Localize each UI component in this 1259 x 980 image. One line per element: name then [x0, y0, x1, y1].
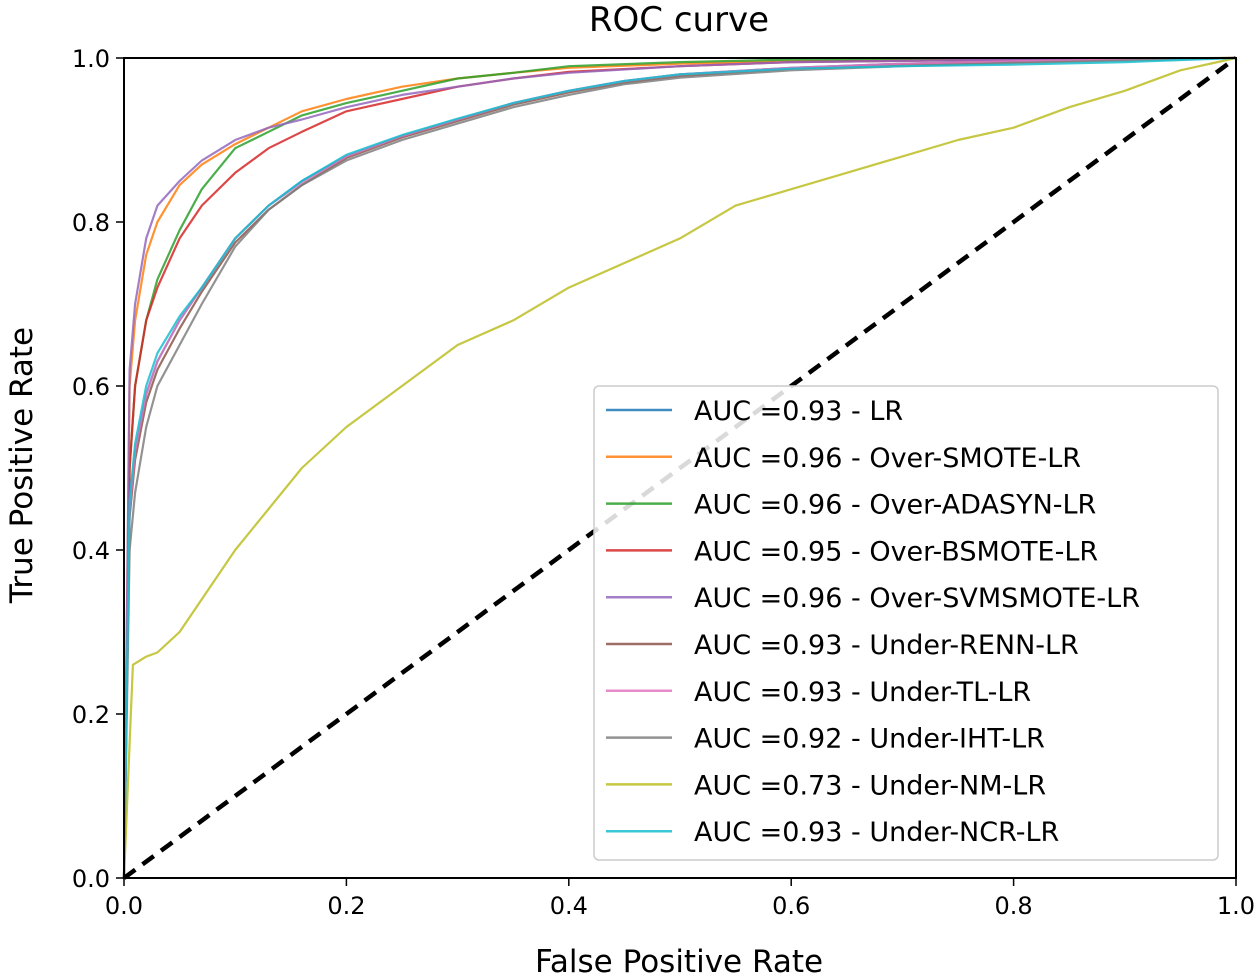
y-axis-label: True Positive Rate	[4, 327, 40, 604]
legend-label-2: AUC =0.96 - Over-ADASYN-LR	[694, 490, 1096, 521]
y-tick-label: 0.2	[72, 701, 110, 729]
x-tick-label: 0.0	[105, 892, 143, 920]
legend-label-4: AUC =0.96 - Over-SVMSMOTE-LR	[694, 583, 1140, 614]
x-axis-ticks: 0.0 0.2 0.4 0.6 0.8 1.0	[105, 878, 1255, 920]
legend-label-8: AUC =0.73 - Under-NM-LR	[694, 770, 1046, 801]
x-tick-label: 0.2	[327, 892, 365, 920]
roc-curve-4	[122, 56, 1237, 879]
x-axis-label: False Positive Rate	[535, 944, 823, 980]
x-tick-label: 0.4	[550, 892, 588, 920]
roc-curve-9	[122, 56, 1237, 879]
legend: AUC =0.93 - LR AUC =0.96 - Over-SMOTE-LR A…	[593, 385, 1219, 861]
legend-label-1: AUC =0.96 - Over-SMOTE-LR	[694, 443, 1081, 474]
chart-title: ROC curve	[589, 0, 769, 40]
legend-label-0: AUC =0.93 - LR	[694, 396, 903, 427]
x-tick-label: 1.0	[1217, 892, 1255, 920]
legend-label-6: AUC =0.93 - Under-TL-LR	[694, 677, 1031, 708]
legend-label-7: AUC =0.92 - Under-IHT-LR	[694, 724, 1045, 755]
roc-curve-1	[122, 56, 1237, 879]
roc-curve-6	[122, 56, 1237, 879]
y-tick-label: 0.6	[72, 373, 110, 401]
legend-label-3: AUC =0.95 - Over-BSMOTE-LR	[694, 536, 1098, 567]
legend-box	[593, 385, 1219, 861]
y-tick-label: 1.0	[72, 45, 110, 73]
roc-curve-8	[122, 56, 1237, 879]
x-tick-label: 0.8	[995, 892, 1033, 920]
legend-label-5: AUC =0.93 - Under-RENN-LR	[694, 630, 1079, 661]
axes-frame	[123, 57, 1237, 879]
y-tick-label: 0.4	[72, 537, 110, 565]
x-tick-label: 0.6	[772, 892, 810, 920]
legend-entries: AUC =0.93 - LR AUC =0.96 - Over-SMOTE-LR A…	[606, 396, 1140, 848]
y-tick-label: 0.0	[72, 865, 110, 893]
legend-label-9: AUC =0.93 - Under-NCR-LR	[694, 817, 1059, 848]
y-tick-label: 0.8	[72, 209, 110, 237]
y-axis-ticks: 0.0 0.2 0.4 0.6 0.8 1.0	[72, 45, 124, 893]
roc-curves	[122, 56, 1237, 879]
